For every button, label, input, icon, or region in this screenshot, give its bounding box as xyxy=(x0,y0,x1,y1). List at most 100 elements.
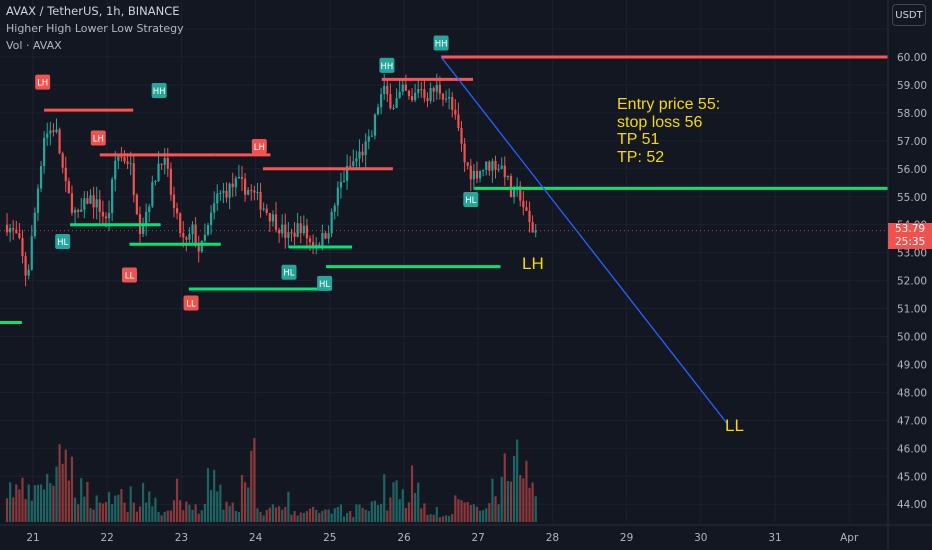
x-tick-label: Apr xyxy=(840,532,859,544)
candle-body xyxy=(222,190,225,193)
pivot-label-hl: HL xyxy=(463,192,479,208)
candle-body xyxy=(432,87,435,92)
candle-body xyxy=(488,161,491,171)
trend-line xyxy=(440,56,728,424)
candle-body xyxy=(231,183,234,188)
candle-body xyxy=(444,98,448,100)
candle-body xyxy=(213,203,216,213)
volume-bar xyxy=(429,514,432,522)
candle-body xyxy=(472,170,475,180)
candle-body xyxy=(500,165,503,169)
candle-body xyxy=(5,224,9,233)
candle-body xyxy=(86,198,89,204)
y-tick-label: 47.00 xyxy=(897,415,927,427)
y-tick-label: 59.00 xyxy=(897,80,927,92)
symbol-title: AVAX / TetherUS, 1h, BINANCE xyxy=(6,4,180,18)
volume-bar xyxy=(179,500,182,522)
candle-body xyxy=(216,193,219,204)
pivot-label-hl: HL xyxy=(317,275,333,291)
pivot-text: HL xyxy=(57,238,68,248)
candles xyxy=(5,73,537,287)
volume-bar xyxy=(27,484,30,522)
y-tick-label: 58.00 xyxy=(897,108,927,120)
volume-bar xyxy=(33,485,36,522)
volume-bar xyxy=(330,513,333,522)
candle-body xyxy=(27,269,30,276)
volume-bar xyxy=(138,506,142,522)
volume-bar xyxy=(98,502,101,522)
candle-body xyxy=(12,228,15,230)
volume-bar xyxy=(200,510,203,522)
volume-bar xyxy=(478,510,482,522)
volume-bar xyxy=(175,478,179,522)
x-tick-label: 22 xyxy=(101,532,114,544)
candle-body xyxy=(262,208,265,210)
candle-body xyxy=(39,166,43,189)
currency-button[interactable]: USDT xyxy=(892,4,926,26)
candle-body xyxy=(185,237,188,240)
candle-body xyxy=(33,212,36,237)
candle-body xyxy=(342,180,346,182)
volume-bar xyxy=(265,509,268,522)
candle-body xyxy=(330,211,333,234)
pivot-text: LL xyxy=(125,272,135,282)
volume-bar xyxy=(420,508,423,522)
volume-bar xyxy=(519,475,522,522)
candle-body xyxy=(9,228,12,233)
strategy-title: Higher High Lower Low Strategy xyxy=(6,22,184,35)
pivot-badge xyxy=(55,233,71,249)
candle-body xyxy=(383,85,386,95)
pivot-label-lh: LH xyxy=(35,74,51,90)
candle-body xyxy=(352,161,355,166)
candle-body xyxy=(141,226,145,234)
y-tick-label: 48.00 xyxy=(897,387,927,399)
volume-bar xyxy=(247,487,250,522)
candle-body xyxy=(429,87,432,101)
candle-body xyxy=(451,97,454,110)
volume-bar xyxy=(126,512,129,522)
pivot-label-ll: LL xyxy=(183,295,199,311)
candle-body xyxy=(132,163,135,195)
volume-bar xyxy=(522,478,525,522)
candle-body xyxy=(389,94,392,109)
candle-body xyxy=(30,236,33,270)
volume-bar xyxy=(36,484,40,522)
volume-bar xyxy=(141,482,145,522)
candle-body xyxy=(398,91,401,98)
candle-body xyxy=(172,194,176,209)
candle-body xyxy=(355,158,358,162)
volume-bar xyxy=(451,514,454,522)
candle-body xyxy=(386,85,389,95)
volume-bar xyxy=(435,507,438,522)
volume-bar xyxy=(448,515,451,522)
volume-bar xyxy=(274,507,278,522)
volume-bar xyxy=(222,509,225,522)
volume-bar xyxy=(259,511,262,522)
candle-body xyxy=(414,92,417,101)
pivot-label-lh: LH xyxy=(251,138,267,154)
pivot-badge xyxy=(151,83,167,99)
candle-body xyxy=(163,157,166,165)
volume-bar xyxy=(268,507,271,522)
candle-body xyxy=(321,232,324,246)
y-tick-label: 44.00 xyxy=(897,499,927,511)
pivot-badge xyxy=(281,264,297,280)
volume-bar xyxy=(52,485,55,522)
volume-bar xyxy=(534,496,537,522)
volume-bar xyxy=(367,511,370,522)
volume-bar xyxy=(213,469,216,522)
volume-bar xyxy=(216,491,219,522)
volume-bar xyxy=(457,499,460,522)
candle-body xyxy=(126,161,129,164)
candle-body xyxy=(111,179,114,214)
candle-body xyxy=(380,94,383,108)
pivot-text: HH xyxy=(381,62,394,72)
volume-bar xyxy=(432,514,435,522)
volume-bar xyxy=(299,512,302,522)
pivot-text: HL xyxy=(465,196,476,206)
candle-body xyxy=(438,84,441,94)
volume-bar xyxy=(172,500,176,522)
candle-body xyxy=(200,240,203,252)
candle-body xyxy=(503,165,506,178)
